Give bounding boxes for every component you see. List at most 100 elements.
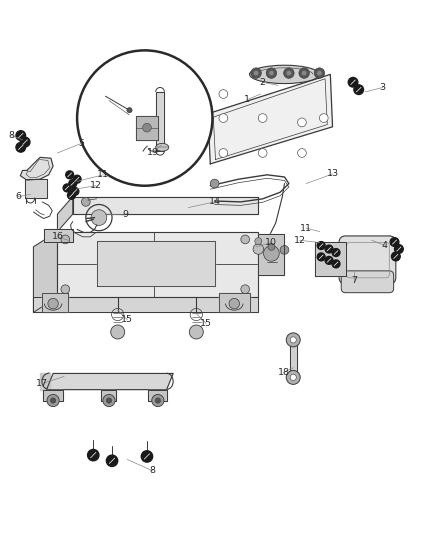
Circle shape xyxy=(255,238,262,245)
Text: 11: 11 xyxy=(97,171,110,179)
Circle shape xyxy=(106,398,112,403)
Circle shape xyxy=(317,241,325,249)
Circle shape xyxy=(258,149,267,157)
Circle shape xyxy=(219,149,228,157)
Polygon shape xyxy=(46,374,173,390)
Circle shape xyxy=(20,138,30,147)
Circle shape xyxy=(47,394,59,407)
Text: 7: 7 xyxy=(351,277,357,285)
Polygon shape xyxy=(73,197,258,214)
Circle shape xyxy=(16,142,25,152)
Circle shape xyxy=(61,235,70,244)
Circle shape xyxy=(48,298,58,309)
Text: 8: 8 xyxy=(150,466,155,475)
Polygon shape xyxy=(148,390,167,400)
Text: 3: 3 xyxy=(380,83,386,92)
FancyBboxPatch shape xyxy=(339,236,396,284)
Text: 4: 4 xyxy=(382,241,388,250)
Ellipse shape xyxy=(250,65,319,84)
Circle shape xyxy=(286,333,300,347)
Circle shape xyxy=(210,179,219,188)
Circle shape xyxy=(395,245,403,253)
Circle shape xyxy=(106,455,118,466)
Circle shape xyxy=(325,256,333,264)
Ellipse shape xyxy=(155,143,169,151)
Text: 14: 14 xyxy=(208,197,221,206)
Polygon shape xyxy=(219,293,250,312)
Circle shape xyxy=(269,70,274,76)
Text: 12: 12 xyxy=(294,236,306,245)
Circle shape xyxy=(61,285,70,294)
Circle shape xyxy=(73,175,81,183)
Polygon shape xyxy=(25,179,46,198)
Polygon shape xyxy=(101,390,117,400)
Text: 5: 5 xyxy=(78,139,85,148)
Circle shape xyxy=(103,394,115,407)
Circle shape xyxy=(297,118,306,127)
Polygon shape xyxy=(315,243,346,276)
Circle shape xyxy=(241,285,250,294)
Circle shape xyxy=(91,210,107,225)
Circle shape xyxy=(152,394,164,407)
Circle shape xyxy=(266,68,277,78)
Text: 8: 8 xyxy=(9,131,14,140)
Circle shape xyxy=(251,68,261,78)
Circle shape xyxy=(155,398,160,403)
Circle shape xyxy=(286,70,291,76)
Circle shape xyxy=(319,114,328,123)
Text: 12: 12 xyxy=(90,181,102,190)
Circle shape xyxy=(299,68,309,78)
Text: 11: 11 xyxy=(300,223,312,232)
Circle shape xyxy=(77,51,212,185)
Circle shape xyxy=(317,253,325,261)
Circle shape xyxy=(314,68,325,78)
Circle shape xyxy=(268,244,275,251)
Text: 18: 18 xyxy=(278,368,290,377)
Circle shape xyxy=(317,70,322,76)
Polygon shape xyxy=(57,197,73,231)
Circle shape xyxy=(332,260,340,268)
Circle shape xyxy=(392,252,400,261)
Polygon shape xyxy=(155,92,164,151)
Circle shape xyxy=(81,198,90,206)
Polygon shape xyxy=(97,241,215,286)
Circle shape xyxy=(290,374,296,381)
Circle shape xyxy=(69,180,77,188)
Polygon shape xyxy=(136,116,158,140)
Circle shape xyxy=(241,235,250,244)
Circle shape xyxy=(332,248,340,256)
Text: 15: 15 xyxy=(200,319,212,328)
Polygon shape xyxy=(258,234,285,275)
Circle shape xyxy=(301,70,307,76)
Circle shape xyxy=(258,114,267,123)
Circle shape xyxy=(253,244,264,254)
Polygon shape xyxy=(290,341,297,376)
FancyBboxPatch shape xyxy=(341,271,394,293)
Circle shape xyxy=(290,337,296,343)
Polygon shape xyxy=(208,75,332,164)
Circle shape xyxy=(219,90,228,99)
Circle shape xyxy=(219,114,228,123)
Circle shape xyxy=(66,171,74,179)
Text: 16: 16 xyxy=(51,232,64,241)
Circle shape xyxy=(50,398,56,403)
Text: 1: 1 xyxy=(244,95,251,104)
Circle shape xyxy=(67,191,75,199)
Polygon shape xyxy=(43,390,63,400)
Circle shape xyxy=(286,370,300,384)
Text: 19: 19 xyxy=(147,148,159,157)
Polygon shape xyxy=(42,293,68,312)
Polygon shape xyxy=(57,231,258,297)
Text: 6: 6 xyxy=(15,192,21,201)
Text: 15: 15 xyxy=(121,315,133,324)
Circle shape xyxy=(71,188,79,195)
Circle shape xyxy=(264,246,279,261)
Circle shape xyxy=(111,325,125,339)
Polygon shape xyxy=(44,229,73,243)
Circle shape xyxy=(297,149,306,157)
Circle shape xyxy=(189,325,203,339)
Circle shape xyxy=(280,246,289,254)
Circle shape xyxy=(254,70,259,76)
Text: 13: 13 xyxy=(326,169,339,179)
Polygon shape xyxy=(33,231,57,312)
